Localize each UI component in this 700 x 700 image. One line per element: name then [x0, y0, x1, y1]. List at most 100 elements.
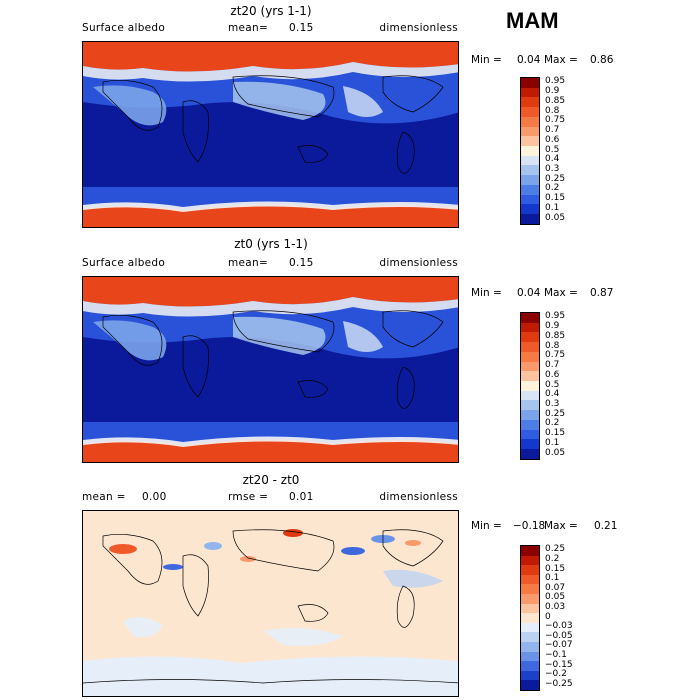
- panel3-colorbar: [520, 545, 540, 691]
- colorbar-tick-label: 0.2: [545, 553, 560, 564]
- colorbar-segment: [521, 351, 539, 362]
- colorbar-segment: [521, 194, 539, 205]
- colorbar-tick-label: 0.15: [545, 193, 566, 204]
- panel3-mean-value: 0.00: [142, 491, 167, 503]
- colorbar-tick-label: 0.5: [545, 144, 560, 155]
- colorbar-tick-label: 0.7: [545, 125, 560, 136]
- colorbar-segment: [521, 410, 539, 420]
- panel2-map: [82, 276, 459, 463]
- colorbar-tick-label: 0.1: [545, 573, 560, 584]
- colorbar-segment: [521, 593, 539, 604]
- panel2-map-svg: [83, 277, 458, 462]
- season-label: MAM: [506, 8, 559, 33]
- colorbar-segment: [521, 184, 539, 195]
- panel3-max-value: 0.21: [594, 520, 618, 532]
- colorbar-tick-label: −0.1: [545, 649, 567, 660]
- colorbar-tick-label: 0.9: [545, 86, 560, 97]
- colorbar-segment: [521, 361, 539, 372]
- panel1-mean-label: mean=: [228, 22, 269, 34]
- colorbar-tick-label: 0.07: [545, 582, 566, 593]
- colorbar-segment: [521, 651, 539, 662]
- colorbar-tick-label: 0.6: [545, 134, 560, 145]
- colorbar-segment: [521, 622, 539, 633]
- colorbar-segment: [521, 419, 539, 430]
- colorbar-segment: [521, 584, 539, 594]
- panel1-colorbar: [520, 77, 540, 225]
- colorbar-tick-label: 0.4: [545, 154, 560, 165]
- panel3-map-svg: [83, 511, 458, 696]
- panel1-units: dimensionless: [379, 22, 458, 34]
- panel3-rmse-value: 0.01: [289, 491, 314, 503]
- panel2-min-value: 0.04: [517, 287, 541, 299]
- colorbar-segment: [521, 613, 539, 623]
- colorbar-segment: [521, 661, 539, 671]
- panel2-max-label: Max =: [544, 287, 578, 299]
- colorbar-segment: [521, 136, 539, 147]
- colorbar-tick-label: 0.3: [545, 163, 560, 174]
- panel1-min-value: 0.04: [517, 54, 541, 66]
- colorbar-segment: [521, 400, 539, 411]
- colorbar-segment: [521, 555, 539, 566]
- panel2-variable-label: Surface albedo: [82, 257, 166, 269]
- colorbar-tick-label: −0.07: [545, 640, 573, 651]
- panel3-title: zt20 - zt0: [242, 473, 300, 487]
- colorbar-segment: [521, 332, 539, 343]
- panel2-max-value: 0.87: [590, 287, 614, 299]
- colorbar-segment: [521, 680, 539, 690]
- colorbar-tick-label: 0.15: [545, 428, 566, 439]
- colorbar-segment: [521, 439, 539, 450]
- colorbar-segment: [521, 565, 539, 575]
- colorbar-tick-label: 0.3: [545, 398, 560, 409]
- colorbar-segment: [521, 146, 539, 156]
- panel1-variable-label: Surface albedo: [82, 22, 166, 34]
- panel3-max-label: Max =: [544, 520, 578, 532]
- colorbar-tick-label: 0.6: [545, 369, 560, 380]
- colorbar-tick-label: 0: [545, 611, 551, 622]
- colorbar-segment: [521, 381, 539, 391]
- panel2-mean-label: mean=: [228, 257, 269, 269]
- colorbar-segment: [521, 214, 539, 224]
- colorbar-segment: [521, 670, 539, 681]
- colorbar-segment: [521, 546, 539, 556]
- colorbar-tick-label: 0.75: [545, 115, 566, 126]
- panel3-min-label: Min =: [471, 520, 502, 532]
- colorbar-segment: [521, 603, 539, 614]
- colorbar-segment: [521, 97, 539, 108]
- colorbar-tick-label: 0.9: [545, 321, 560, 332]
- panel3-min-value: −0.18: [513, 520, 546, 532]
- colorbar-segment: [521, 204, 539, 215]
- colorbar-tick-label: −0.05: [545, 630, 573, 641]
- colorbar-segment: [521, 165, 539, 176]
- colorbar-tick-label: 0.85: [545, 330, 566, 341]
- colorbar-tick-label: −0.15: [545, 659, 573, 670]
- panel1-map: [82, 41, 459, 228]
- colorbar-tick-label: 0.75: [545, 350, 566, 361]
- colorbar-tick-label: 0.1: [545, 202, 560, 213]
- colorbar-tick-label: 0.05: [545, 212, 566, 223]
- panel3-map: [82, 510, 459, 697]
- colorbar-tick-label: 0.25: [545, 408, 566, 419]
- panel2-units: dimensionless: [379, 257, 458, 269]
- colorbar-segment: [521, 126, 539, 137]
- colorbar-tick-label: −0.2: [545, 669, 567, 680]
- colorbar-tick-label: 0.4: [545, 389, 560, 400]
- panel2-title: zt0 (yrs 1-1): [234, 237, 308, 251]
- colorbar-tick-label: 0.05: [545, 447, 566, 458]
- colorbar-segment: [521, 116, 539, 127]
- colorbar-tick-label: −0.03: [545, 621, 573, 632]
- panel2-min-label: Min =: [471, 287, 502, 299]
- panel3-mean-label: mean =: [82, 491, 126, 503]
- panel2-mean-value: 0.15: [289, 257, 314, 269]
- panel1-min-label: Min =: [471, 54, 502, 66]
- colorbar-tick-label: 0.1: [545, 437, 560, 448]
- colorbar-segment: [521, 342, 539, 352]
- colorbar-segment: [521, 107, 539, 117]
- panel1-max-value: 0.86: [590, 54, 614, 66]
- colorbar-segment: [521, 641, 539, 652]
- colorbar-tick-label: 0.25: [545, 173, 566, 184]
- colorbar-tick-label: 0.2: [545, 183, 560, 194]
- colorbar-tick-label: 0.03: [545, 601, 566, 612]
- colorbar-segment: [521, 371, 539, 382]
- colorbar-segment: [521, 87, 539, 98]
- colorbar-tick-label: 0.5: [545, 379, 560, 390]
